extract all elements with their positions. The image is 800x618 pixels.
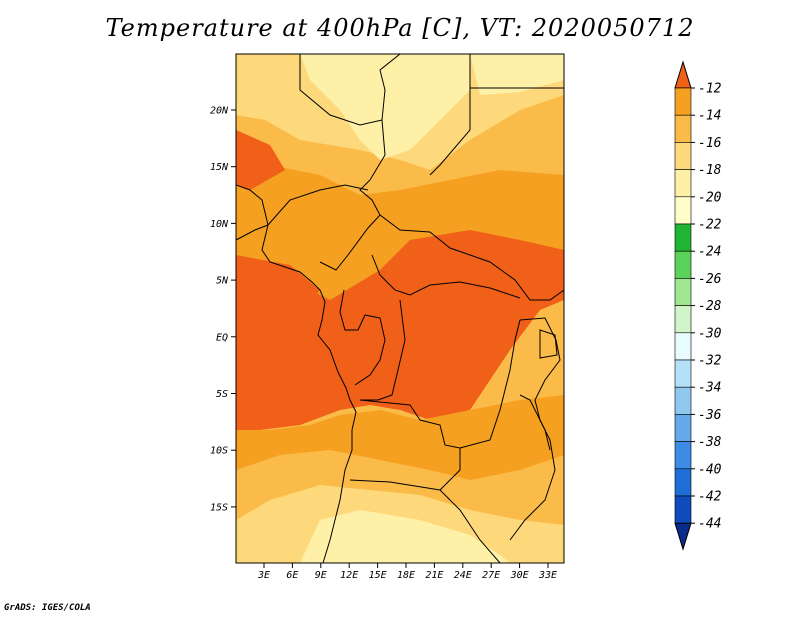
colorbar-label: -16 [698, 136, 722, 151]
lon-tick-label: 33E [538, 570, 557, 581]
colorbar-segment [674, 250, 692, 279]
border-angola-namibia [349, 479, 501, 563]
border-car-drc [371, 254, 521, 299]
field-band-20-south [300, 510, 510, 563]
lon-tick-label: 27E [482, 570, 500, 581]
lat-tick-label: 5N [216, 276, 229, 287]
lat-tick-label: 15S [210, 502, 228, 513]
border-west-africa [267, 184, 369, 226]
lat-tick-label: 10S [210, 446, 228, 457]
border-libya-sudan [429, 54, 471, 176]
colorbar-segment [674, 169, 692, 198]
lake-victoria [539, 329, 558, 359]
lon-tick-label: 12E [340, 570, 358, 581]
temperature-field [236, 54, 564, 563]
lon-tick-label: 21E [425, 570, 443, 581]
colorbar-label: -22 [698, 218, 722, 233]
colorbar-label: -26 [698, 272, 722, 287]
colorbar-segment [674, 332, 692, 361]
chart-title: Temperature at 400hPa [C], VT: 202005071… [105, 14, 695, 42]
lon-tick-label: 9E [315, 570, 327, 581]
colorbar-segment [674, 441, 692, 470]
colorbar-segment [674, 196, 692, 225]
lon-tick-label: 15E [369, 570, 387, 581]
field-band-20-north [300, 54, 470, 160]
field-band-12-central [236, 230, 564, 430]
border-nigeria-chad-cameroon [319, 119, 386, 271]
colorbar-top-arrow [674, 60, 692, 89]
lon-tick-label: 30E [510, 570, 529, 581]
border-drc-angola [359, 399, 461, 491]
grads-credit: GrADS: IGES/COLA [4, 603, 91, 613]
field-band-12-nw [236, 130, 285, 190]
lat-tick-label: 10N [210, 219, 229, 230]
field-band-12-west [236, 255, 320, 320]
border-drc-east [459, 319, 521, 449]
lat-tick-label: 20N [210, 106, 229, 117]
coastline [236, 184, 357, 563]
colorbar-segment [674, 386, 692, 415]
colorbar: -12 -14 -16 -18 -20 -22 -24 -26 -28 -30 -32 -34 -36 -… [674, 60, 722, 551]
lon-tick-label: 3E [257, 570, 270, 581]
colorbar-label: -36 [698, 408, 722, 423]
border-east-africa [509, 317, 561, 541]
colorbar-label: -38 [698, 435, 722, 450]
field-band-20-northeast [470, 54, 564, 95]
border-car-sudan [379, 214, 564, 301]
lat-tick-label: 5S [216, 389, 228, 400]
lat-tick-label: 15N [210, 162, 229, 173]
colorbar-label: -32 [698, 354, 722, 369]
colorbar-segment [674, 468, 692, 497]
colorbar-segment [674, 87, 692, 116]
colorbar-bottom-arrow [674, 522, 692, 551]
longitude-axis: 3E 6E 9E 12E 15E 18E 21E 24E 27E 30E 33E [257, 563, 557, 581]
colorbar-segment [674, 305, 692, 334]
country-borders [236, 54, 564, 563]
colorbar-label: -42 [698, 490, 722, 505]
colorbar-segment [674, 414, 692, 442]
colorbar-segment [674, 223, 692, 252]
border-congo-gabon [339, 289, 386, 386]
colorbar-label: -40 [698, 462, 722, 477]
colorbar-segment [674, 495, 692, 524]
colorbar-segment [674, 142, 692, 170]
colorbar-label: -12 [698, 82, 722, 97]
border-niger-chad [299, 54, 401, 126]
colorbar-segment [674, 359, 692, 388]
colorbar-label: -18 [698, 163, 722, 178]
border-congo-drc [360, 299, 406, 401]
colorbar-segment [674, 114, 692, 143]
colorbar-label: -14 [698, 109, 721, 124]
border-guinea [236, 224, 269, 241]
lon-tick-label: 6E [286, 570, 298, 581]
latitude-axis: 20N 15N 10N 5N EQ 5S 10S 15S [210, 106, 236, 513]
colorbar-label: -28 [698, 299, 722, 314]
colorbar-label: -20 [698, 190, 722, 205]
lat-tick-label: EQ [216, 332, 228, 343]
colorbar-segment [674, 278, 692, 306]
lake-tanganyika [519, 394, 551, 451]
lon-tick-label: 24E [454, 570, 472, 581]
colorbar-label: -44 [698, 517, 721, 532]
lon-tick-label: 18E [397, 570, 415, 581]
colorbar-label: -24 [698, 245, 721, 260]
colorbar-label: -34 [698, 381, 721, 396]
colorbar-label: -30 [698, 326, 722, 341]
map-frame [235, 53, 565, 564]
